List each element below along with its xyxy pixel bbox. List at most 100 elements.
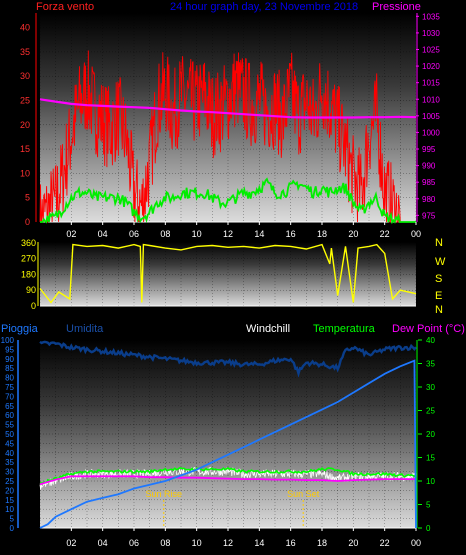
- temperature-y-tick-label: 40: [426, 336, 435, 345]
- temperature-y-tick-label: 35: [426, 360, 435, 369]
- x-tick-label: 20: [348, 229, 358, 239]
- x-tick-label: 02: [66, 229, 76, 239]
- compass-label: N: [435, 304, 443, 316]
- direction-y-tick-label: 360: [21, 238, 36, 248]
- temperature-y-tick-label: 25: [426, 407, 435, 416]
- temperature-y-tick-label: 15: [426, 454, 435, 463]
- wind-y-tick-label: 15: [20, 144, 30, 154]
- x-tick-label: 00: [411, 538, 421, 548]
- x-tick-label: 22: [380, 538, 390, 548]
- temperature-y-tick-label: 10: [426, 477, 435, 486]
- temperature-y-tick-label: 0: [426, 524, 431, 533]
- compass-label: S: [435, 273, 442, 285]
- rain-y-tick-label: 0: [10, 524, 15, 533]
- humidity-line: [39, 340, 417, 378]
- x-tick-label: 12: [223, 538, 233, 548]
- pressure-y-tick-label: 1015: [422, 79, 440, 88]
- pressure-y-tick-label: 975: [422, 211, 436, 220]
- x-tick-label: 20: [348, 538, 358, 548]
- temperature-y-tick-label: 20: [426, 430, 435, 439]
- dewpoint-label: Dew Point (°C): [392, 323, 465, 335]
- compass-label: N: [435, 237, 443, 249]
- rain-y-tick-label: 10: [5, 505, 14, 514]
- rain-y-tick-label: 15: [5, 496, 14, 505]
- humidity-label: Umidita: [66, 323, 104, 335]
- rain-y-tick-label: 70: [5, 392, 14, 401]
- x-tick-label: 14: [254, 538, 264, 548]
- rain-line: [39, 359, 417, 529]
- windchill-line: [39, 466, 417, 490]
- x-tick-label: 16: [286, 229, 296, 239]
- rain-y-tick-label: 65: [5, 402, 14, 411]
- rain-y-tick-label: 100: [1, 336, 15, 345]
- rain-y-tick-label: 40: [5, 449, 14, 458]
- pressure-y-tick-label: 1000: [422, 128, 440, 137]
- temperature-y-tick-label: 30: [426, 383, 435, 392]
- pressure-axis-label: Pressione: [372, 1, 421, 13]
- pressure-y-tick-label: 995: [422, 145, 436, 154]
- wind-direction-line: [39, 243, 417, 304]
- x-tick-label: 04: [98, 229, 108, 239]
- wind-y-tick-label: 0: [25, 217, 30, 227]
- rain-y-tick-label: 35: [5, 458, 14, 467]
- rain-y-tick-label: 60: [5, 411, 14, 420]
- wind-axis-label: Forza vento: [36, 1, 94, 13]
- x-tick-label: 14: [254, 229, 264, 239]
- x-tick-label: 16: [286, 538, 296, 548]
- wind-y-tick-label: 25: [20, 95, 30, 105]
- rain-y-tick-label: 90: [5, 355, 14, 364]
- wind-y-tick-label: 30: [20, 71, 30, 81]
- chart-title: 24 hour graph day, 23 Novembre 2018: [170, 1, 358, 13]
- pressure-y-tick-label: 1025: [422, 45, 440, 54]
- direction-y-tick-label: 90: [26, 285, 36, 295]
- direction-y-tick-label: 0: [31, 301, 36, 311]
- wind-y-tick-label: 10: [20, 168, 30, 178]
- x-tick-label: 06: [129, 538, 139, 548]
- temperature-line: [39, 466, 417, 485]
- compass-label: E: [435, 290, 442, 302]
- pressure-y-tick-label: 985: [422, 178, 436, 187]
- rain-y-tick-label: 20: [5, 486, 14, 495]
- x-tick-label: 22: [380, 229, 390, 239]
- dewpoint-line: [39, 475, 416, 486]
- rain-y-tick-label: 95: [5, 345, 14, 354]
- rain-y-tick-label: 25: [5, 477, 14, 486]
- x-tick-label: 04: [98, 538, 108, 548]
- windchill-label: Windchill: [246, 323, 290, 335]
- wind-y-tick-label: 40: [20, 23, 30, 33]
- pressure-y-tick-label: 1020: [422, 62, 440, 71]
- pressure-y-tick-label: 980: [422, 195, 436, 204]
- x-tick-label: 10: [192, 538, 202, 548]
- x-tick-label: 00: [411, 229, 421, 239]
- rain-y-tick-label: 85: [5, 364, 14, 373]
- rain-y-tick-label: 80: [5, 374, 14, 383]
- rain-y-tick-label: 75: [5, 383, 14, 392]
- rain-y-tick-label: 45: [5, 439, 14, 448]
- pressure-line: [39, 98, 417, 119]
- rain-y-tick-label: 50: [5, 430, 14, 439]
- x-tick-label: 02: [66, 538, 76, 548]
- direction-y-tick-label: 270: [21, 254, 36, 264]
- sun-set-label: Sun Set: [287, 489, 320, 499]
- x-tick-label: 18: [317, 229, 327, 239]
- pressure-y-tick-label: 990: [422, 162, 436, 171]
- wind-y-tick-label: 20: [20, 120, 30, 130]
- wind-y-tick-label: 35: [20, 47, 30, 57]
- x-tick-label: 10: [192, 229, 202, 239]
- pressure-y-tick-label: 1030: [422, 29, 440, 38]
- temperature-label: Temperatura: [313, 323, 376, 335]
- x-tick-label: 06: [129, 229, 139, 239]
- direction-y-tick-label: 180: [21, 269, 36, 279]
- pressure-y-tick-label: 1010: [422, 95, 440, 104]
- compass-label: W: [435, 256, 446, 268]
- rain-label: Pioggia: [1, 323, 39, 335]
- x-tick-label: 12: [223, 229, 233, 239]
- x-tick-label: 08: [160, 229, 170, 239]
- rain-y-tick-label: 5: [10, 515, 15, 524]
- x-tick-label: 18: [317, 538, 327, 548]
- pressure-y-tick-label: 1005: [422, 112, 440, 121]
- pressure-y-tick-label: 1035: [422, 12, 440, 21]
- rain-y-tick-label: 55: [5, 421, 14, 430]
- x-tick-label: 08: [160, 538, 170, 548]
